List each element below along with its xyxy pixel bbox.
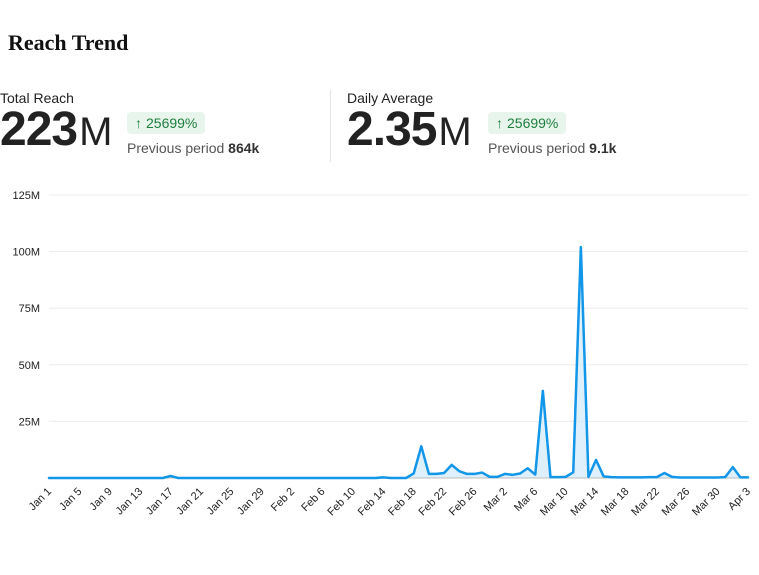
metric-label: Total Reach	[0, 90, 74, 106]
change-value: 25699%	[146, 115, 198, 131]
change-badge: ↑ 25699%	[127, 112, 206, 134]
x-tick-label: Feb 2	[269, 486, 297, 514]
change-badge: ↑ 25699%	[488, 112, 567, 134]
y-tick-label: 25M	[19, 416, 40, 428]
x-tick-label: Mar 14	[568, 486, 601, 519]
x-tick-label: Mar 10	[538, 486, 571, 519]
previous-period-value: 864k	[228, 140, 260, 156]
y-tick-label: 75M	[19, 303, 40, 315]
series-line	[47, 245, 750, 480]
x-tick-label: Feb 14	[356, 486, 389, 519]
metric-unit: M	[438, 110, 472, 154]
x-tick-label: Jan 1	[27, 486, 55, 514]
metric-label: Daily Average	[347, 90, 434, 106]
metric-number: 2.35	[347, 103, 437, 156]
x-tick-label: Jan 13	[113, 486, 145, 518]
x-tick-label: Feb 10	[325, 486, 358, 519]
x-tick-label: Feb 6	[299, 486, 327, 514]
arrow-up-icon: ↑	[496, 115, 503, 131]
x-tick-label: Feb 18	[386, 486, 419, 519]
previous-period-value: 9.1k	[589, 140, 617, 156]
metric-divider	[330, 90, 331, 162]
x-tick-label: Jan 9	[87, 486, 115, 514]
change-value: 25699%	[507, 115, 559, 131]
x-tick-label: Jan 5	[57, 486, 85, 514]
metric-value: 223M	[0, 106, 112, 154]
y-tick-label: 50M	[19, 360, 40, 372]
previous-period: Previous period 9.1k	[488, 140, 616, 156]
x-tick-label: Jan 17	[144, 486, 176, 518]
x-tick-label: Mar 22	[629, 486, 662, 519]
x-tick-label: Mar 30	[690, 486, 723, 519]
y-tick-label: 125M	[12, 190, 40, 202]
y-tick-label: 100M	[12, 247, 40, 259]
previous-period-label: Previous period	[127, 140, 225, 156]
metric-unit: M	[79, 110, 113, 154]
x-tick-label: Mar 6	[512, 486, 540, 514]
previous-period-label: Previous period	[488, 140, 586, 156]
x-tick-label: Jan 29	[235, 486, 267, 518]
metric-number: 223	[0, 103, 78, 156]
x-tick-label: Mar 26	[660, 486, 693, 519]
previous-period: Previous period 864k	[127, 140, 259, 156]
x-tick-label: Mar 18	[599, 486, 632, 519]
x-tick-label: Jan 21	[174, 486, 206, 518]
x-tick-label: Jan 25	[205, 486, 237, 518]
page-title: Reach Trend	[8, 30, 129, 55]
x-tick-label: Feb 22	[417, 486, 450, 519]
x-tick-label: Feb 26	[447, 486, 480, 519]
x-tick-label: Apr 3	[726, 486, 753, 513]
x-tick-label: Mar 2	[482, 486, 510, 514]
metric-value: 2.35M	[347, 106, 472, 154]
series-area	[49, 247, 748, 478]
arrow-up-icon: ↑	[135, 115, 142, 131]
